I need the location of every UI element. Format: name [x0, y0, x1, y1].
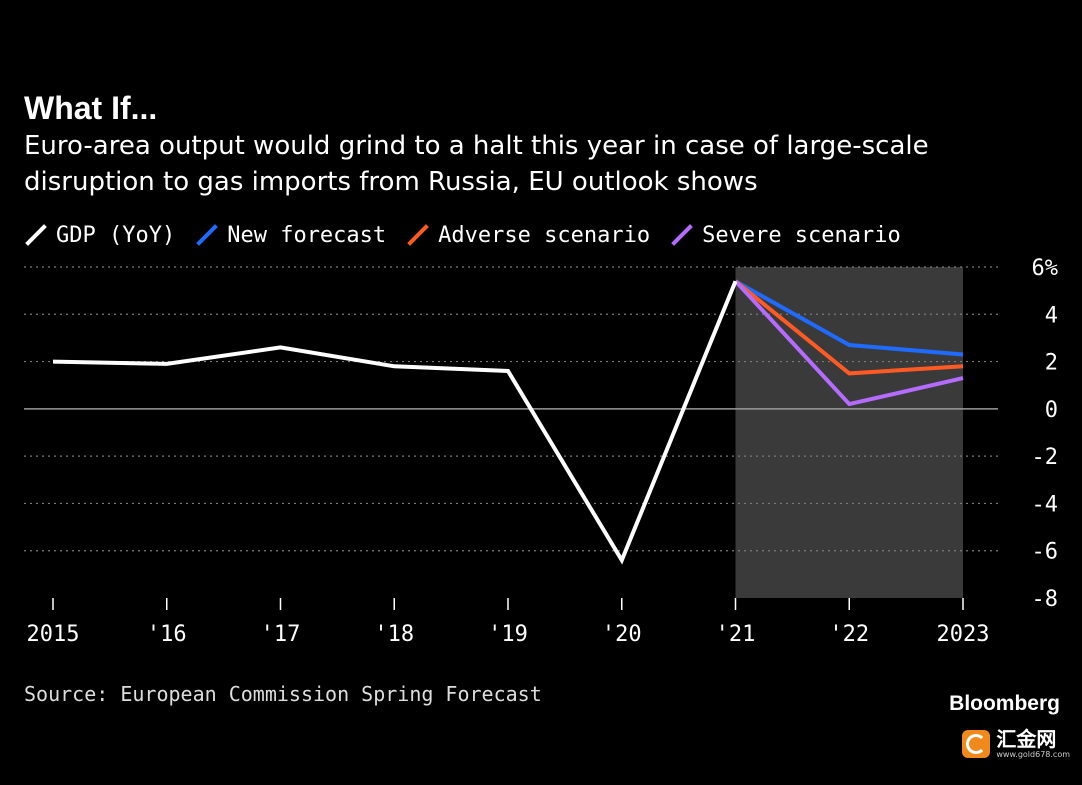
x-tick-label: 2023	[937, 622, 990, 647]
y-tick-label: 0	[1045, 398, 1058, 423]
legend-label: Severe scenario	[702, 222, 901, 248]
y-tick-label: 4	[1045, 303, 1058, 328]
legend-swatch-icon	[407, 224, 430, 246]
chart-title: What If...	[24, 90, 158, 126]
legend-label: GDP (YoY)	[56, 222, 176, 248]
legend-label: Adverse scenario	[438, 222, 651, 248]
x-tick-label: '22	[829, 622, 869, 647]
legend: GDP (YoY) New forecast Adverse scenario …	[24, 220, 921, 250]
x-tick-label: '20	[602, 622, 642, 647]
series-line-gdp-yoy	[52, 280, 738, 565]
legend-item-severe: Severe scenario	[670, 223, 901, 248]
x-tick-label: '21	[716, 622, 756, 647]
watermark-text: 汇金网	[996, 727, 1057, 751]
legend-item-adverse: Adverse scenario	[406, 223, 650, 248]
source-note: Source: European Commission Spring Forec…	[24, 682, 542, 706]
y-tick-label: 2	[1045, 351, 1058, 376]
chart-subtitle: Euro-area output would grind to a halt t…	[24, 131, 929, 197]
x-tick-label: '16	[147, 622, 187, 647]
brand-logo: Bloomberg	[949, 692, 1060, 715]
x-tick-label: 2015	[27, 622, 80, 647]
y-tick-label: -6	[1032, 540, 1059, 565]
legend-item-gdp: GDP (YoY)	[24, 223, 175, 248]
x-tick-label: '19	[488, 622, 528, 647]
series-line-severe-scenario	[734, 279, 964, 407]
legend-swatch-icon	[196, 224, 219, 246]
y-tick-label: -2	[1032, 445, 1059, 470]
legend-label: New forecast	[227, 222, 387, 248]
legend-swatch-icon	[25, 224, 47, 246]
legend-item-new-forecast: New forecast	[195, 223, 386, 248]
x-tick-label: '18	[374, 622, 414, 647]
y-tick-label: 6%	[1032, 256, 1059, 281]
series-line-new-forecast	[734, 279, 964, 357]
series-line-adverse-scenario	[734, 279, 964, 376]
watermark-url: www.gold678.com	[996, 750, 1070, 759]
gold-coin-icon	[962, 730, 991, 758]
watermark: 汇金网 www.gold678.com	[962, 728, 1070, 760]
legend-swatch-icon	[671, 224, 693, 246]
y-tick-label: -8	[1032, 587, 1059, 612]
y-tick-label: -4	[1032, 492, 1059, 517]
x-tick-label: '17	[261, 622, 301, 647]
